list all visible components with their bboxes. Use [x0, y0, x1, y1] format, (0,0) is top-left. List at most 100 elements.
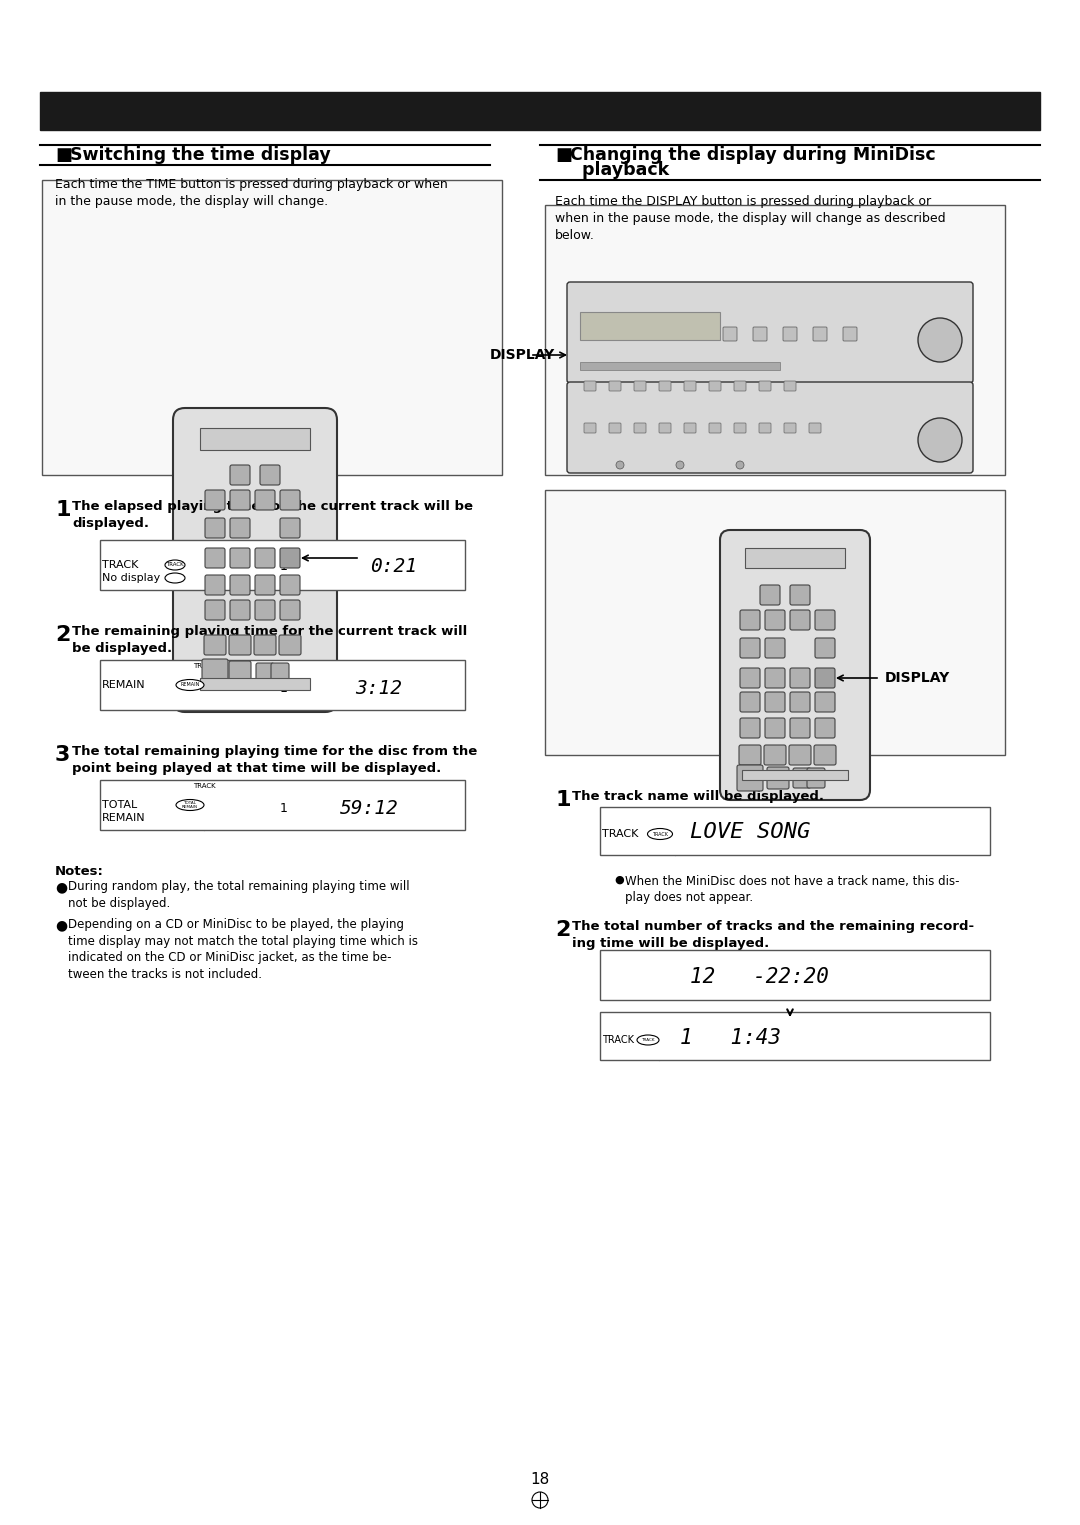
Text: LOVE SONG: LOVE SONG: [690, 822, 810, 842]
FancyBboxPatch shape: [229, 634, 251, 656]
Bar: [42, 180, 502, 474]
FancyBboxPatch shape: [205, 490, 225, 509]
FancyBboxPatch shape: [609, 381, 621, 390]
FancyBboxPatch shape: [723, 326, 737, 342]
Text: Depending on a CD or MiniDisc to be played, the playing
time display may not mat: Depending on a CD or MiniDisc to be play…: [68, 918, 418, 981]
Text: When the MiniDisc does not have a track name, this dis-
play does not appear.: When the MiniDisc does not have a track …: [625, 875, 959, 904]
FancyBboxPatch shape: [740, 637, 760, 657]
FancyBboxPatch shape: [767, 767, 789, 788]
FancyBboxPatch shape: [202, 659, 228, 685]
Text: 59:12: 59:12: [340, 799, 399, 817]
Text: 2: 2: [55, 625, 70, 645]
Text: 1: 1: [280, 802, 288, 814]
FancyBboxPatch shape: [813, 326, 827, 342]
Circle shape: [918, 319, 962, 361]
FancyBboxPatch shape: [205, 547, 225, 567]
FancyBboxPatch shape: [567, 381, 973, 473]
Ellipse shape: [637, 1035, 659, 1045]
Ellipse shape: [165, 560, 185, 570]
Text: playback: playback: [570, 162, 670, 178]
Circle shape: [918, 418, 962, 462]
FancyBboxPatch shape: [739, 746, 761, 766]
Text: TRACK: TRACK: [166, 563, 184, 567]
FancyBboxPatch shape: [740, 692, 760, 712]
Text: TRACK: TRACK: [192, 663, 215, 669]
FancyBboxPatch shape: [609, 422, 621, 433]
Text: During random play, the total remaining playing time will
not be displayed.: During random play, the total remaining …: [68, 880, 409, 909]
Text: REMAIN: REMAIN: [180, 683, 200, 688]
Circle shape: [735, 461, 744, 470]
FancyBboxPatch shape: [584, 381, 596, 390]
Ellipse shape: [648, 828, 673, 839]
Circle shape: [676, 461, 684, 470]
FancyBboxPatch shape: [734, 381, 746, 390]
Text: 1: 1: [55, 500, 70, 520]
FancyBboxPatch shape: [843, 326, 858, 342]
FancyBboxPatch shape: [255, 599, 275, 621]
Bar: [600, 950, 990, 1000]
Text: The elapsed playing time for the current track will be
displayed.: The elapsed playing time for the current…: [72, 500, 473, 531]
FancyBboxPatch shape: [255, 547, 275, 567]
Text: Changing the display during MiniDisc: Changing the display during MiniDisc: [570, 146, 935, 165]
Text: ■: ■: [55, 146, 72, 165]
FancyBboxPatch shape: [789, 746, 811, 766]
FancyBboxPatch shape: [815, 668, 835, 688]
Text: Notes:: Notes:: [55, 865, 104, 878]
FancyBboxPatch shape: [784, 381, 796, 390]
FancyBboxPatch shape: [740, 718, 760, 738]
FancyBboxPatch shape: [254, 634, 276, 656]
Text: Each time the DISPLAY button is pressed during playback or
when in the pause mod: Each time the DISPLAY button is pressed …: [555, 195, 946, 242]
Text: TIME: TIME: [365, 551, 407, 566]
FancyBboxPatch shape: [255, 490, 275, 509]
FancyBboxPatch shape: [230, 547, 249, 567]
Ellipse shape: [176, 680, 204, 691]
Text: The total number of tracks and the remaining record-
ing time will be displayed.: The total number of tracks and the remai…: [572, 920, 974, 950]
FancyBboxPatch shape: [567, 282, 973, 383]
FancyBboxPatch shape: [204, 634, 226, 656]
Bar: [600, 807, 990, 856]
FancyBboxPatch shape: [634, 381, 646, 390]
FancyBboxPatch shape: [765, 718, 785, 738]
FancyBboxPatch shape: [720, 531, 870, 801]
Text: DISPLAY: DISPLAY: [885, 671, 950, 685]
Text: TRACK: TRACK: [642, 1039, 654, 1042]
FancyBboxPatch shape: [205, 575, 225, 595]
Text: TRACK: TRACK: [602, 830, 638, 839]
Bar: [742, 770, 848, 779]
FancyBboxPatch shape: [789, 692, 810, 712]
Text: 18: 18: [530, 1473, 550, 1487]
Bar: [580, 361, 780, 371]
FancyBboxPatch shape: [789, 718, 810, 738]
Bar: [40, 92, 1040, 130]
Text: ●: ●: [615, 875, 624, 884]
Text: 1: 1: [280, 561, 288, 573]
Text: No display: No display: [102, 573, 160, 583]
FancyBboxPatch shape: [760, 586, 780, 605]
FancyBboxPatch shape: [659, 422, 671, 433]
FancyBboxPatch shape: [764, 746, 786, 766]
FancyBboxPatch shape: [280, 518, 300, 538]
FancyBboxPatch shape: [684, 381, 696, 390]
Text: REMAIN: REMAIN: [102, 813, 146, 824]
Bar: [100, 779, 465, 830]
FancyBboxPatch shape: [759, 422, 771, 433]
Text: TRACK: TRACK: [602, 1035, 634, 1045]
Text: 1: 1: [280, 682, 288, 694]
FancyBboxPatch shape: [765, 637, 785, 657]
FancyBboxPatch shape: [256, 663, 274, 682]
FancyBboxPatch shape: [229, 660, 251, 683]
FancyBboxPatch shape: [784, 422, 796, 433]
FancyBboxPatch shape: [205, 518, 225, 538]
FancyBboxPatch shape: [230, 465, 249, 485]
FancyBboxPatch shape: [634, 422, 646, 433]
FancyBboxPatch shape: [815, 637, 835, 657]
Text: TOTAL: TOTAL: [102, 801, 137, 810]
Text: ●: ●: [55, 880, 67, 894]
Bar: [745, 547, 845, 567]
FancyBboxPatch shape: [279, 634, 301, 656]
Text: ■: ■: [555, 146, 572, 165]
Text: The total remaining playing time for the disc from the
point being played at tha: The total remaining playing time for the…: [72, 746, 477, 775]
Text: 1: 1: [555, 790, 570, 810]
FancyBboxPatch shape: [815, 692, 835, 712]
FancyBboxPatch shape: [740, 668, 760, 688]
